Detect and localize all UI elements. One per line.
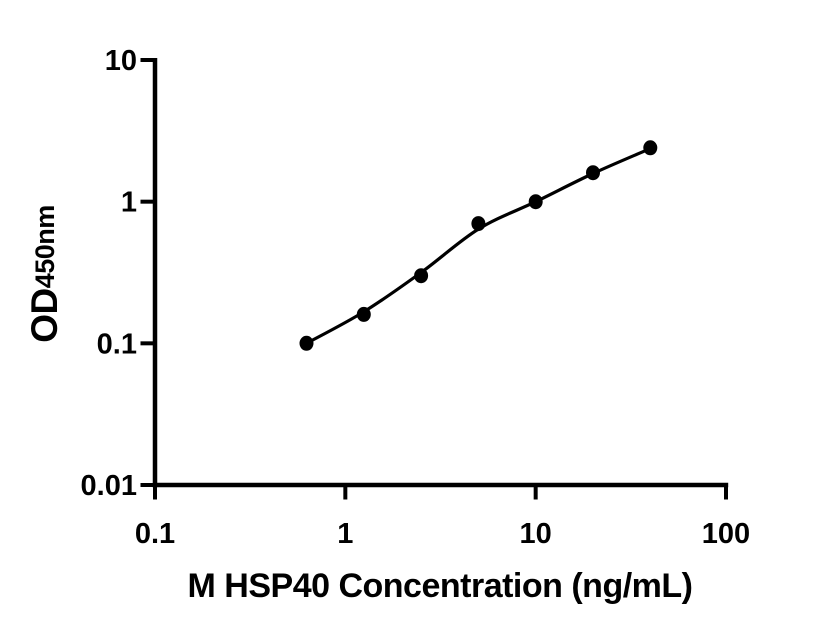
axes-layer	[152, 58, 729, 488]
y-tick-label: 0.01	[81, 470, 137, 502]
data-point-marker	[299, 335, 314, 351]
ticks-layer: 0.1 1 10 100 0.01 0.1 1 10	[81, 45, 751, 550]
x-tick-label: 1	[337, 518, 353, 550]
x-tick-label: 0.1	[135, 518, 175, 550]
data-point-marker	[414, 268, 429, 284]
points-layer	[299, 140, 658, 351]
x-tick-label: 10	[520, 518, 552, 550]
data-point-marker	[643, 140, 658, 156]
y-axis-title: OD450nm	[24, 205, 65, 343]
x-axis-title: M HSP40 Concentration (ng/mL)	[188, 567, 693, 605]
data-point-marker	[471, 216, 486, 232]
data-point-marker	[356, 306, 371, 322]
data-point-marker	[528, 194, 543, 210]
y-tick-label: 10	[105, 45, 137, 77]
x-tick-label: 100	[702, 518, 750, 550]
data-point-marker	[586, 165, 600, 181]
y-tick-label: 0.1	[97, 328, 137, 360]
y-axis-title-subscript: 450nm	[30, 205, 60, 288]
y-tick-label: 1	[121, 187, 137, 219]
y-axis-title-main: OD	[24, 288, 65, 343]
